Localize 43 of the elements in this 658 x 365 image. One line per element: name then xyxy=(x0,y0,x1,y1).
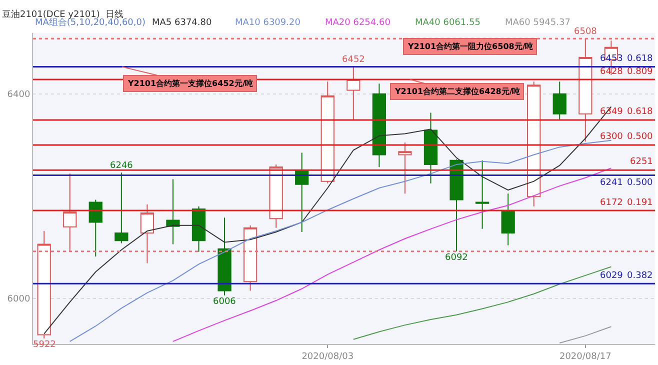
candlestick xyxy=(346,66,360,120)
ref-line-label: 6241 0.500 xyxy=(600,178,654,188)
annotation: 6452 xyxy=(342,55,365,65)
candlestick xyxy=(166,178,180,245)
annotation: 6246 xyxy=(110,161,134,171)
candlestick xyxy=(37,230,51,339)
candlestick xyxy=(243,224,258,292)
annotation: 5922 xyxy=(33,340,56,350)
candlestick xyxy=(475,160,490,230)
candlestick xyxy=(372,83,386,168)
candlestick xyxy=(218,217,232,296)
text: MA5 6374.80 xyxy=(152,18,212,28)
candlestick xyxy=(269,164,283,228)
annotation: 6006 xyxy=(213,297,236,307)
ref-line-label: 6029 0.382 xyxy=(600,271,653,281)
text: MA10 6309.20 xyxy=(235,18,301,28)
candlestick xyxy=(63,173,77,252)
text: MA60 5945.37 xyxy=(505,18,570,28)
x-tick-label: 2020/08/03 xyxy=(302,352,354,362)
candlestick xyxy=(578,38,592,142)
candlestick xyxy=(424,112,438,184)
candlestick xyxy=(320,81,334,184)
annotation: Y2101合约第一支撑位6452元/吨 xyxy=(127,79,254,88)
ref-line-label: 6251 xyxy=(630,157,653,167)
candlestick xyxy=(552,81,566,120)
text: MA40 6061.55 xyxy=(415,18,480,28)
annotation: 6092 xyxy=(445,253,468,263)
candlestick xyxy=(501,193,515,246)
candlestick xyxy=(192,206,206,252)
candlestick xyxy=(398,142,412,194)
x-tick-label: 2020/08/17 xyxy=(559,352,612,362)
candlestick xyxy=(140,204,154,264)
annotation: 6508 xyxy=(574,27,598,37)
y-tick-label: 6400 xyxy=(7,90,30,100)
ref-line-label: 6172 0.191 xyxy=(600,198,653,208)
annotation: Y2101合约第一阻力位6508元/吨 xyxy=(407,42,534,51)
annotation: Y2101合约第二支撑位6428元/吨 xyxy=(394,87,520,96)
ref-line-label: 6300 0.500 xyxy=(600,132,654,142)
candlestick xyxy=(88,199,102,258)
candlestick xyxy=(114,172,128,244)
y-tick-label: 6000 xyxy=(7,294,30,305)
text: MA组合(5,10,20,40,60,0) xyxy=(35,17,146,28)
text: MA20 6254.60 xyxy=(325,18,391,28)
